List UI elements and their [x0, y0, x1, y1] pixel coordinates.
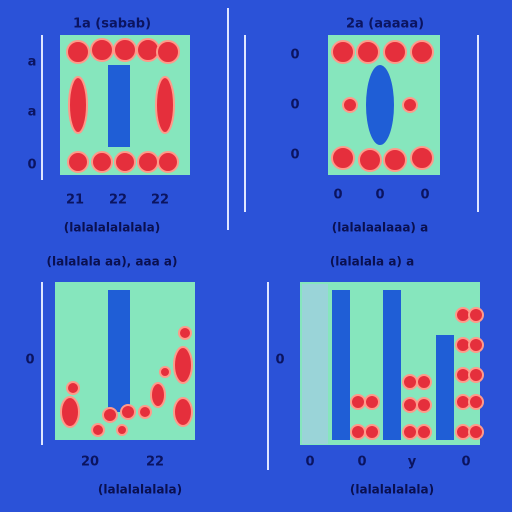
x-label: 0: [375, 188, 384, 203]
panel-title: (lalalala a) a: [330, 255, 414, 269]
x-label: 0: [357, 455, 366, 470]
y-label: a: [28, 105, 37, 120]
y-label: 0: [275, 353, 284, 368]
panel: (lalalala a) a 0 0 0 y 0 (lalalalalala): [267, 255, 484, 497]
caption: (lalalaalaaa) a: [332, 221, 428, 235]
caption: (lalalalalala): [98, 483, 182, 497]
panel-title: 1a (sabab): [73, 17, 151, 32]
panel: 2a (aaaaa) 0 0 0 0 0 0 (lalalaalaaa) a: [244, 17, 479, 235]
x-label: 0: [461, 455, 470, 470]
side-strip: [302, 284, 328, 444]
bar: [436, 335, 454, 440]
panel: 1a (sabab) a a 0 21 22 22 (lalalalalalal…: [27, 17, 190, 235]
bar: [332, 290, 350, 440]
x-label: y: [408, 455, 417, 470]
panel-title: 2a (aaaaa): [346, 17, 424, 32]
bar: [108, 65, 130, 147]
y-label: a: [28, 55, 37, 70]
x-label: 22: [151, 193, 169, 208]
y-label: 0: [290, 48, 299, 63]
x-label: 0: [333, 188, 342, 203]
x-label: 22: [146, 455, 164, 470]
caption: (lalalalalalala): [64, 221, 160, 235]
bar: [108, 290, 130, 412]
caption: (lalalalalala): [350, 483, 434, 497]
panel: (lalalala aa), aaa a) 0 20 22 (lalalalal…: [25, 255, 195, 497]
blobs: [331, 40, 434, 172]
bar: [366, 65, 394, 145]
y-label: 0: [290, 98, 299, 113]
x-label: 20: [81, 455, 99, 470]
x-label: 0: [305, 455, 314, 470]
x-label: 22: [109, 193, 127, 208]
y-label: 0: [27, 158, 36, 173]
x-label: 21: [66, 193, 84, 208]
x-label: 0: [420, 188, 429, 203]
y-label: 0: [290, 148, 299, 163]
blobs: [66, 38, 180, 173]
blobs: [350, 307, 484, 440]
panel-title: (lalalala aa), aaa a): [47, 255, 178, 269]
y-label: 0: [25, 353, 34, 368]
bar: [383, 290, 401, 440]
blobs: [60, 326, 193, 437]
